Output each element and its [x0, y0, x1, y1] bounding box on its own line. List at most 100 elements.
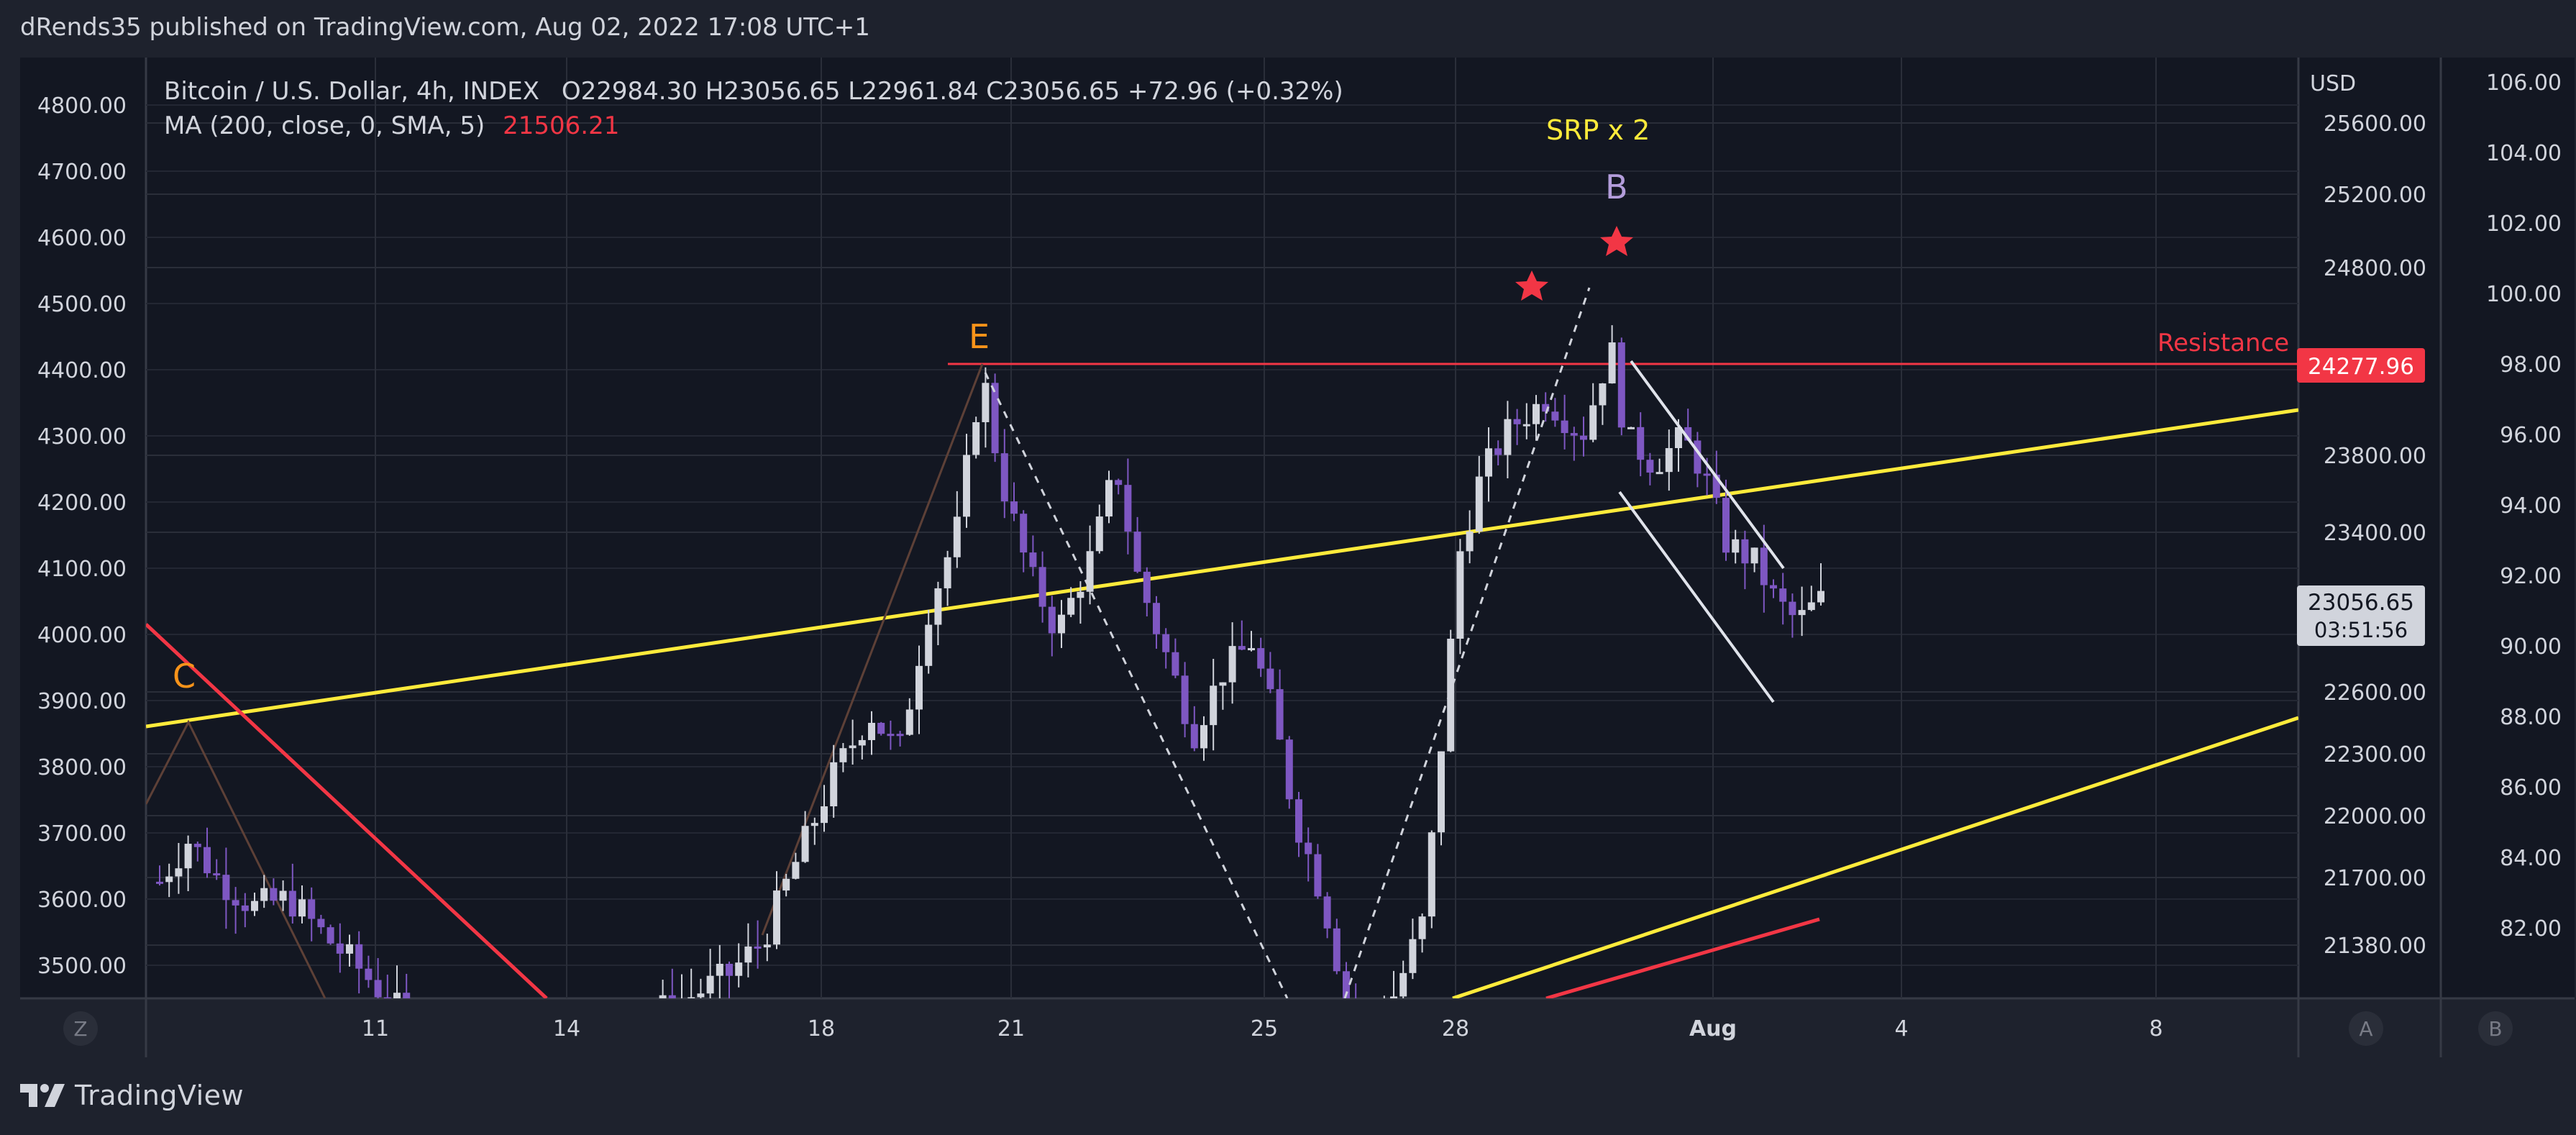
candle-body: [412, 1004, 419, 1006]
candle-body: [470, 1004, 477, 1006]
candle-body: [744, 946, 752, 963]
candle-body: [830, 762, 838, 807]
candle-body: [204, 847, 211, 874]
scale-button-b[interactable]: [2478, 1011, 2513, 1046]
candle-body: [896, 734, 904, 737]
price-tick-label: 24800.00: [2324, 256, 2426, 281]
scale-button-z[interactable]: [63, 1011, 98, 1046]
candle-body: [1200, 725, 1207, 749]
candle-body: [726, 963, 733, 976]
candle-body: [193, 844, 201, 847]
candle-body: [1722, 498, 1730, 553]
candle-body: [1409, 939, 1417, 973]
candle-body: [1399, 972, 1407, 997]
svg-text:MA (200, close, 0, SMA, 5): MA (200, close, 0, SMA, 5) 21506.21: [164, 111, 619, 140]
candle-body: [1617, 342, 1625, 428]
candle-body: [659, 995, 667, 998]
candle-body: [1732, 539, 1740, 553]
candle-body: [1456, 551, 1464, 639]
candle-body: [1153, 603, 1160, 634]
candle-body: [1599, 383, 1607, 406]
plot-area[interactable]: [146, 58, 2422, 998]
candle-body: [1058, 614, 1065, 634]
candle-body: [1029, 552, 1037, 568]
candle-body: [1210, 685, 1218, 726]
candle-body: [716, 963, 723, 976]
candle-body: [602, 1004, 609, 1006]
left-tick-label: 3600.00: [37, 888, 127, 913]
candle-body: [1513, 419, 1521, 424]
candle-body: [1343, 971, 1350, 998]
ma-legend-value: 21506.21: [503, 111, 619, 140]
price-scale-pane[interactable]: [2298, 58, 2441, 998]
time-axis: 11 14 18 21 25 28 Aug 4 8: [362, 1016, 2163, 1041]
candle-body: [517, 1004, 524, 1006]
right-scale-pane: [2441, 58, 2575, 998]
candle-body: [270, 888, 278, 901]
candle-body: [393, 993, 401, 998]
candle-body: [1323, 896, 1331, 929]
candle-body: [479, 1004, 486, 1006]
scale-button-z-label: Z: [73, 1017, 87, 1041]
candle-body: [1381, 1004, 1388, 1006]
candle-body: [574, 1004, 581, 1006]
time-tick-label: 14: [553, 1016, 580, 1041]
left-tick-label: 4400.00: [37, 358, 127, 383]
wave-label-c: C: [173, 657, 196, 696]
candle-body: [1807, 602, 1815, 611]
candle-body: [355, 944, 363, 969]
candle-body: [317, 919, 325, 928]
candle-body: [849, 745, 857, 749]
time-tick-label: 25: [1251, 1016, 1278, 1041]
main-price-scale: 25600.00 25200.00 24800.00 23800.00 23400.00…: [2324, 111, 2426, 959]
dashed-projection-2: [1343, 287, 1591, 998]
tradingview-brand[interactable]: TradingView: [20, 1077, 244, 1113]
scale-button-a-label: A: [2359, 1017, 2372, 1041]
candle-body: [545, 1004, 552, 1006]
candle-body: [1760, 547, 1768, 585]
channel-upper: [1630, 360, 1785, 570]
candle-body: [431, 1004, 439, 1006]
right-tick-label: 82.00: [2500, 916, 2562, 942]
candle-body: [868, 722, 875, 740]
right-tick-label: 106.00: [2486, 70, 2562, 96]
candle-body: [1048, 606, 1056, 634]
candle-body: [308, 899, 316, 919]
star-marker-2: [1600, 226, 1633, 256]
candle-body: [773, 890, 780, 945]
lower-trendline: [1452, 716, 2298, 998]
candle-body: [1095, 516, 1103, 552]
wave-label-e: E: [969, 317, 990, 356]
candle-body: [1789, 601, 1796, 616]
candle-body: [991, 383, 999, 454]
candle-body: [953, 516, 961, 557]
candle-body: [1181, 675, 1189, 724]
wave-label-b: B: [1605, 168, 1628, 206]
candle-body: [782, 878, 790, 891]
candle-body: [251, 901, 258, 911]
candle-body: [346, 944, 353, 954]
candle-body: [279, 890, 287, 901]
candle-body: [1522, 424, 1530, 427]
candle-body: [801, 826, 809, 862]
candle-body: [1038, 567, 1046, 607]
candle-body: [1779, 588, 1787, 602]
scale-button-a[interactable]: [2349, 1011, 2383, 1046]
candle-body: [536, 1004, 543, 1006]
time-tick-label: 28: [1442, 1016, 1469, 1041]
candle-body: [222, 875, 230, 901]
candle-body: [1295, 799, 1302, 843]
overlay-drawings: [984, 287, 1785, 998]
left-tick-label: 4100.00: [37, 557, 127, 582]
time-tick-label: 4: [1894, 1016, 1908, 1041]
candle-body: [1637, 427, 1645, 460]
candle-body: [688, 997, 695, 998]
candle-body: [1124, 485, 1132, 532]
candle-body: [877, 722, 885, 734]
candle-body: [1352, 998, 1359, 1004]
candle-body: [887, 734, 895, 737]
price-tick-label: 22300.00: [2324, 742, 2426, 767]
candle-body: [1248, 648, 1255, 651]
candle-body: [374, 980, 382, 998]
